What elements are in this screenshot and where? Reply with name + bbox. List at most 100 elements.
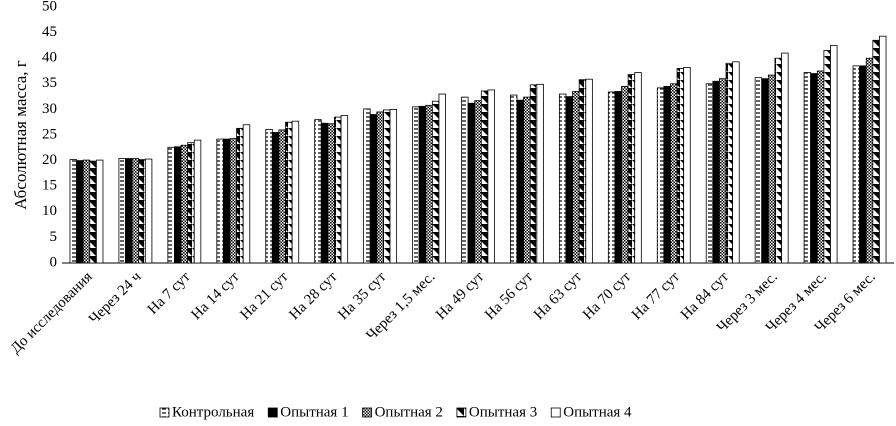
- bar: [676, 68, 685, 264]
- bar: [340, 115, 349, 264]
- bar: [572, 91, 580, 264]
- bar: [438, 93, 446, 264]
- bar: [529, 84, 538, 264]
- bar: [131, 158, 140, 264]
- bar: [383, 109, 391, 264]
- bar: [431, 100, 440, 264]
- y-tick-label: 50: [42, 0, 57, 14]
- y-tick-label: 25: [42, 126, 57, 142]
- bar: [578, 79, 587, 264]
- legend-swatch: [550, 407, 561, 418]
- bar: [167, 146, 175, 264]
- legend-swatch: [159, 407, 170, 418]
- bar: [781, 52, 789, 264]
- x-tick-label: На 56 сут: [482, 269, 536, 323]
- bar: [144, 158, 153, 264]
- bar: [852, 65, 861, 264]
- bar: [705, 83, 714, 264]
- y-tick-label: 20: [42, 152, 57, 168]
- bar: [627, 74, 636, 264]
- bar: [69, 159, 77, 264]
- bar: [719, 78, 727, 264]
- bar: [174, 146, 182, 264]
- bar: [712, 80, 720, 264]
- y-axis-label: Абсолютная масса, г: [11, 60, 30, 210]
- bar: [656, 87, 665, 264]
- x-tick-label: На 28 сут: [286, 269, 340, 323]
- y-tick-label: 15: [42, 178, 57, 194]
- bar: [125, 158, 133, 264]
- bar: [536, 83, 544, 264]
- y-tick-label: 35: [42, 75, 57, 91]
- bar: [138, 159, 146, 264]
- bar: [510, 94, 518, 264]
- legend-label: Опытная 3: [469, 404, 537, 420]
- legend-swatch: [267, 407, 278, 418]
- x-tick-label: Через 24 ч: [86, 269, 145, 328]
- bar: [754, 77, 763, 264]
- bar: [830, 45, 838, 264]
- legend-label: Опытная 2: [375, 404, 443, 420]
- bar: [76, 160, 84, 264]
- bar: [516, 99, 525, 264]
- bar: [558, 93, 567, 264]
- bar: [229, 138, 237, 264]
- x-tick-label: На 14 сут: [188, 269, 242, 323]
- x-tick-label: На 63 сут: [531, 269, 585, 323]
- bar: [425, 104, 433, 264]
- bar: [614, 91, 622, 264]
- x-tick-label: На 77 сут: [629, 269, 683, 323]
- y-tick-label: 30: [42, 101, 57, 117]
- y-tick-label: 45: [42, 24, 57, 40]
- bar: [461, 96, 469, 264]
- bar: [363, 108, 371, 264]
- bar: [565, 96, 573, 264]
- bar: [180, 144, 189, 264]
- legend-label: Опытная 4: [563, 404, 632, 420]
- bar: [82, 159, 91, 264]
- bar: [732, 61, 740, 264]
- bar: [95, 159, 104, 264]
- y-tick-label: 10: [42, 203, 57, 219]
- bar: [621, 85, 629, 264]
- bar: [222, 138, 231, 264]
- bar: [872, 39, 880, 264]
- bar: [823, 50, 831, 264]
- bar: [865, 57, 874, 264]
- bar: [663, 85, 671, 264]
- x-tick-label: На 21 сут: [237, 269, 291, 323]
- bar: [376, 111, 384, 264]
- legend-label: Опытная 1: [280, 404, 348, 420]
- bar: [480, 90, 489, 264]
- bar: [467, 102, 476, 264]
- bar: [474, 100, 482, 264]
- y-tick-label: 5: [50, 229, 58, 245]
- bar: [859, 65, 867, 264]
- bar: [285, 121, 293, 264]
- bar: [761, 78, 769, 264]
- bar: [634, 72, 642, 264]
- bar: [810, 73, 818, 264]
- bar: [320, 122, 329, 264]
- x-tick-label: На 49 сут: [433, 269, 487, 323]
- bar: [767, 74, 776, 264]
- legend-swatch: [456, 407, 467, 418]
- bar: [314, 119, 322, 264]
- bar: [418, 105, 427, 264]
- y-tick-label: 0: [50, 254, 58, 270]
- bar: [278, 129, 286, 264]
- bar: [607, 91, 616, 264]
- x-tick-label: До исследования: [8, 269, 96, 357]
- bar: [334, 116, 342, 264]
- bar: [487, 89, 495, 264]
- bar: [523, 96, 531, 264]
- x-tick-label: На 70 сут: [580, 269, 634, 323]
- bar: [585, 78, 593, 264]
- legend-label: Контрольная: [172, 404, 254, 420]
- bar: [187, 142, 195, 264]
- bar: [236, 127, 244, 264]
- bar: [803, 72, 812, 264]
- bar: [242, 124, 251, 264]
- bar: [265, 128, 273, 264]
- y-tick-label: 40: [42, 50, 57, 66]
